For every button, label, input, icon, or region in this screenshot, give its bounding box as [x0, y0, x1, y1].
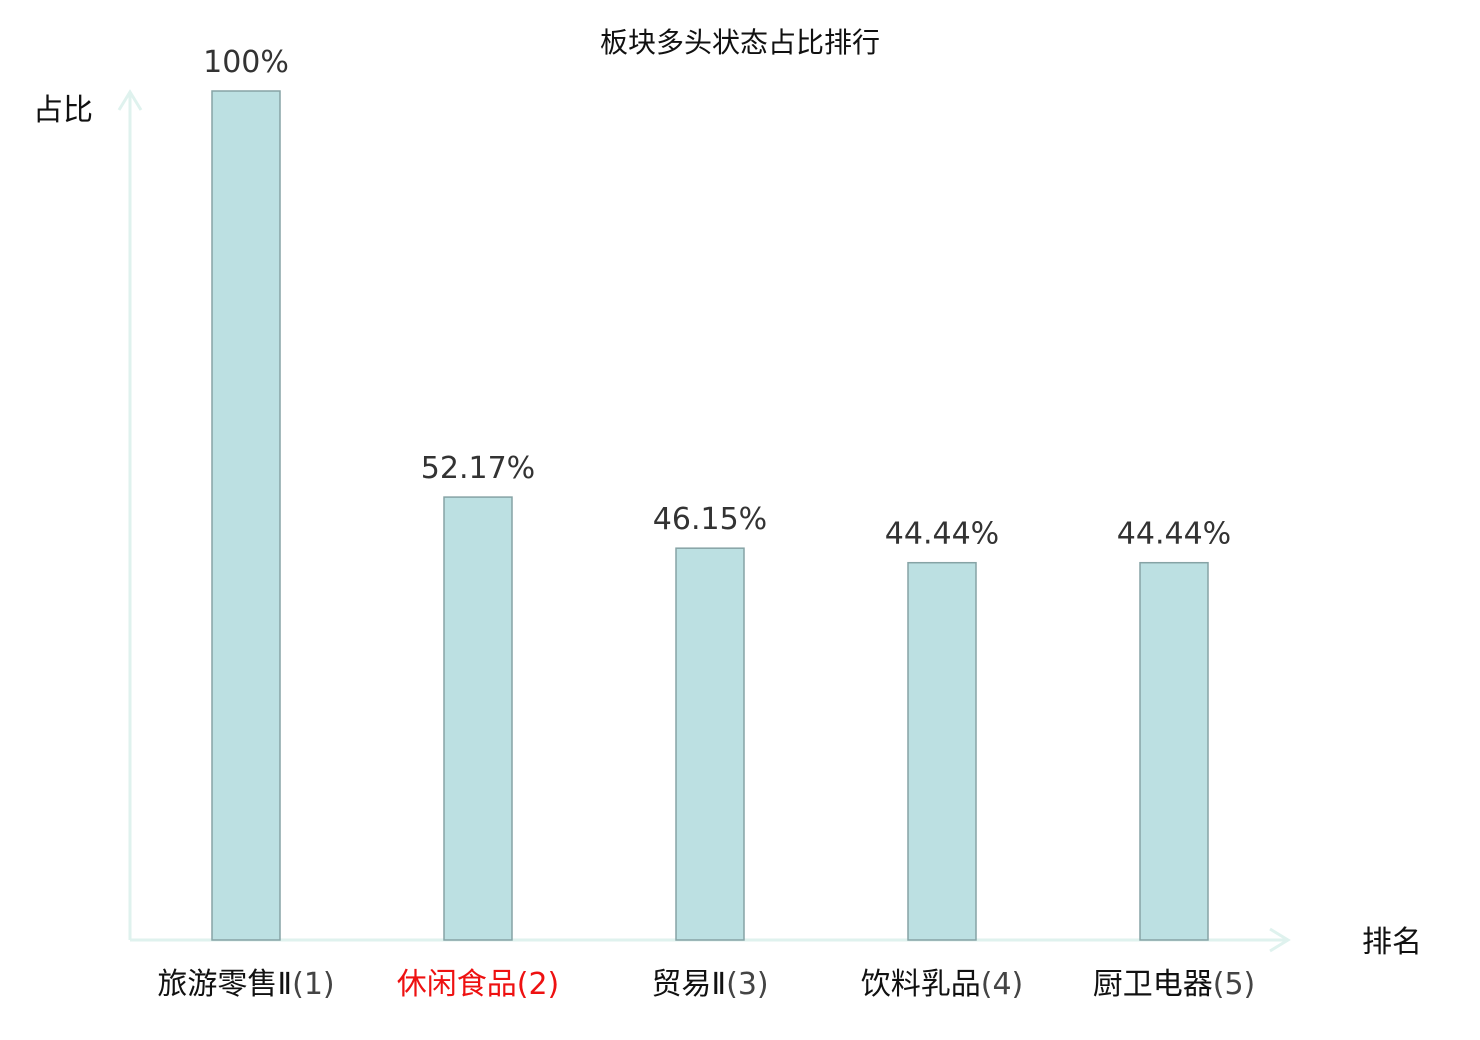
y-axis-arrow — [117, 89, 143, 111]
category-rank-4: (4) — [981, 967, 1024, 1002]
bar-5 — [1139, 561, 1209, 941]
y-axis-label: 占比 — [33, 93, 93, 128]
bar-1 — [211, 90, 281, 941]
bar-3 — [675, 547, 745, 941]
category-label-5: 厨卫电器(5) — [1093, 967, 1256, 1002]
x-axis-arrow — [1269, 927, 1291, 953]
value-label-1: 100% — [203, 45, 289, 80]
bar-4 — [907, 561, 977, 941]
category-label-2: 休闲食品(2) — [397, 967, 560, 1002]
value-label-3: 46.15% — [653, 502, 767, 537]
value-label-5: 44.44% — [1117, 517, 1231, 552]
category-name-5: 厨卫电器 — [1093, 967, 1213, 1002]
category-name-4: 饮料乳品 — [861, 967, 981, 1002]
bar-2 — [443, 496, 513, 941]
category-label-4: 饮料乳品(4) — [861, 967, 1024, 1002]
value-label-4: 44.44% — [885, 517, 999, 552]
bars-group — [211, 90, 1209, 941]
x-axis-label: 排名 — [1362, 925, 1422, 960]
chart-title: 板块多头状态占比排行 — [600, 26, 880, 59]
category-labels-group: 旅游零售Ⅱ(1) 休闲食品(2) 贸易Ⅱ(3) 饮料乳品(4) 厨卫电器(5) — [157, 967, 1255, 1002]
category-name-2: 休闲食品 — [397, 967, 517, 1002]
category-name-1: 旅游零售Ⅱ — [157, 967, 292, 1002]
category-rank-1: (1) — [292, 967, 335, 1002]
y-axis — [117, 89, 143, 940]
category-rank-3: (3) — [726, 967, 769, 1002]
category-rank-5: (5) — [1213, 967, 1256, 1002]
category-label-1: 旅游零售Ⅱ(1) — [157, 967, 334, 1002]
category-label-3: 贸易Ⅱ(3) — [651, 967, 768, 1002]
value-labels-group: 100% 52.17% 46.15% 44.44% 44.44% — [203, 45, 1231, 552]
category-name-3: 贸易Ⅱ — [651, 967, 726, 1002]
value-label-2: 52.17% — [421, 451, 535, 486]
category-rank-2: (2) — [517, 967, 560, 1002]
